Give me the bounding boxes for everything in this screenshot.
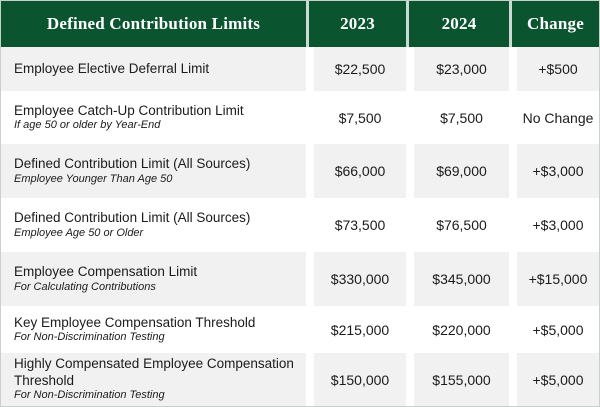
row-label-cell: Key Employee Compensation Threshold For … xyxy=(1,306,306,353)
row-value-2024: $23,000 xyxy=(406,47,509,91)
row-title: Employee Catch-Up Contribution Limit xyxy=(14,102,244,118)
header-col-change: Change xyxy=(509,1,599,47)
row-title: Key Employee Compensation Threshold xyxy=(14,314,256,330)
row-value-2023: $7,500 xyxy=(306,91,406,144)
row-label-cell: Employee Catch-Up Contribution Limit If … xyxy=(1,91,306,144)
row-value-change: +$15,000 xyxy=(509,252,599,306)
row-label-cell: Defined Contribution Limit (All Sources)… xyxy=(1,144,306,198)
row-value-2023: $22,500 xyxy=(306,47,406,91)
table-row: Employee Compensation Limit For Calculat… xyxy=(1,252,599,306)
table-row: Defined Contribution Limit (All Sources)… xyxy=(1,198,599,252)
row-title: Employee Compensation Limit xyxy=(14,264,198,280)
row-value-2024: $220,000 xyxy=(406,306,509,353)
row-value-2023: $66,000 xyxy=(306,144,406,198)
row-value-change: +$500 xyxy=(509,47,599,91)
row-title: Defined Contribution Limit (All Sources) xyxy=(14,210,251,226)
row-subtitle: Employee Younger Than Age 50 xyxy=(14,172,173,185)
table-row: Employee Catch-Up Contribution Limit If … xyxy=(1,91,599,144)
row-value-2023: $330,000 xyxy=(306,252,406,306)
header-col-2024: 2024 xyxy=(406,1,509,47)
row-value-2024: $76,500 xyxy=(406,198,509,252)
row-label-cell: Employee Elective Deferral Limit xyxy=(1,47,306,91)
row-subtitle: If age 50 or older by Year-End xyxy=(14,119,161,132)
row-value-change: +$3,000 xyxy=(509,144,599,198)
row-value-2023: $215,000 xyxy=(306,306,406,353)
row-value-change: +$3,000 xyxy=(509,198,599,252)
row-subtitle: Employee Age 50 or Older xyxy=(14,226,144,239)
row-title: Defined Contribution Limit (All Sources) xyxy=(14,156,251,172)
table-row: Defined Contribution Limit (All Sources)… xyxy=(1,144,599,198)
row-value-2024: $345,000 xyxy=(406,252,509,306)
row-subtitle: For Non-Discrimination Testing xyxy=(14,331,165,344)
table-header-row: Defined Contribution Limits 2023 2024 Ch… xyxy=(1,1,599,47)
table-row: Employee Elective Deferral Limit $22,500… xyxy=(1,47,599,91)
row-value-change: No Change xyxy=(509,91,599,144)
row-label-cell: Employee Compensation Limit For Calculat… xyxy=(1,252,306,306)
row-value-2023: $73,500 xyxy=(306,198,406,252)
row-value-change: +$5,000 xyxy=(509,353,599,406)
row-value-2023: $150,000 xyxy=(306,353,406,406)
row-subtitle: For Calculating Contributions xyxy=(14,280,156,293)
row-value-2024: $7,500 xyxy=(406,91,509,144)
row-value-2024: $155,000 xyxy=(406,353,509,406)
header-title: Defined Contribution Limits xyxy=(46,14,261,33)
row-value-change: +$5,000 xyxy=(509,306,599,353)
row-value-2024: $69,000 xyxy=(406,144,509,198)
row-title: Employee Elective Deferral Limit xyxy=(14,60,210,76)
header-col-2023: 2023 xyxy=(306,1,406,47)
row-subtitle: For Non-Discrimination Testing xyxy=(14,389,165,402)
table-row: Key Employee Compensation Threshold For … xyxy=(1,306,599,353)
row-title: Highly Compensated Employee Compensation… xyxy=(14,356,294,388)
row-label-cell: Highly Compensated Employee Compensation… xyxy=(1,353,306,406)
table-row: Highly Compensated Employee Compensation… xyxy=(1,353,599,406)
row-label-cell: Defined Contribution Limit (All Sources)… xyxy=(1,198,306,252)
table-body: Employee Elective Deferral Limit $22,500… xyxy=(1,47,599,406)
